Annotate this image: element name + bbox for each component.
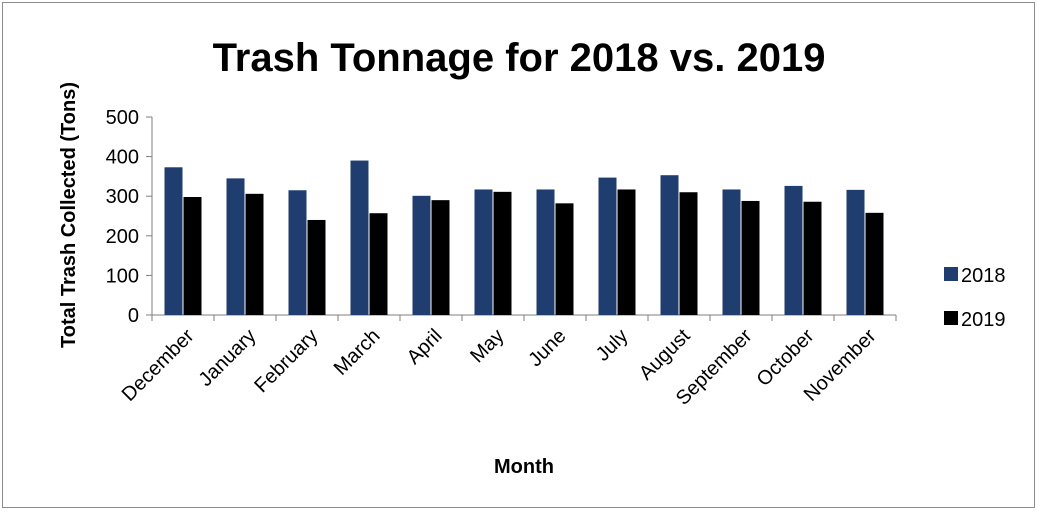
y-tick-label: 0 — [128, 305, 139, 327]
bar-2019-march — [369, 213, 388, 315]
bar-chart: Trash Tonnage for 2018 vs. 2019 Total Tr… — [58, 36, 1006, 478]
bar-2018-october — [784, 185, 803, 315]
x-tick-label: June — [524, 325, 570, 371]
bar-2018-july — [598, 177, 617, 315]
y-tick-label: 100 — [106, 265, 139, 287]
bar-2018-february — [288, 190, 307, 315]
bar-2018-december — [164, 167, 183, 315]
bar-2018-may — [474, 189, 493, 315]
bar-2019-november — [865, 212, 884, 315]
x-tick-label: August — [635, 325, 695, 385]
bar-2019-april — [431, 200, 450, 315]
legend-swatch-2018 — [944, 267, 958, 281]
bar-2019-september — [741, 200, 760, 315]
x-tick-label: May — [466, 325, 508, 367]
legend-label-2019: 2019 — [961, 309, 1006, 331]
legend: 2018 2019 — [944, 265, 1006, 331]
bar-2018-january — [226, 178, 245, 315]
legend-swatch-2019 — [944, 311, 958, 325]
legend-label-2018: 2018 — [961, 265, 1006, 287]
bar-2019-february — [307, 219, 326, 315]
bar-2019-july — [617, 189, 636, 315]
bar-2019-august — [679, 192, 698, 315]
x-tick-label: February — [250, 325, 322, 397]
x-tick-label: April — [403, 325, 447, 369]
y-tick-label: 500 — [106, 107, 139, 129]
bar-2019-june — [555, 203, 574, 315]
bar-2018-june — [536, 189, 555, 315]
bar-2018-november — [846, 189, 865, 315]
bar-2019-december — [183, 196, 202, 315]
x-tick-label: March — [330, 325, 385, 380]
bar-2018-march — [350, 160, 369, 315]
chart-title: Trash Tonnage for 2018 vs. 2019 — [213, 36, 826, 80]
y-tick-label: 300 — [106, 186, 139, 208]
bar-2019-january — [245, 193, 264, 315]
y-axis-title: Total Trash Collected (Tons) — [58, 82, 80, 348]
x-axis-title: Month — [494, 456, 554, 478]
bar-2018-april — [412, 195, 431, 315]
bar-2018-august — [660, 175, 679, 315]
bar-2018-september — [722, 189, 741, 315]
bar-2019-october — [803, 201, 822, 315]
bar-2019-may — [493, 191, 512, 315]
y-tick-label: 200 — [106, 226, 139, 248]
x-tick-label: July — [592, 325, 633, 366]
y-tick-label: 400 — [106, 147, 139, 169]
x-tick-label: December — [118, 325, 199, 406]
